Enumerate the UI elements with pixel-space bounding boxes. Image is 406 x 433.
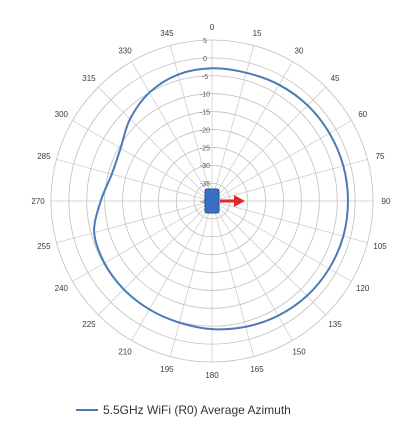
radial-tick-label: -20: [200, 127, 210, 134]
angle-tick-label: 345: [160, 29, 174, 38]
grid-spoke: [131, 61, 213, 202]
radial-tick-label: -10: [200, 92, 210, 99]
grid-spoke: [211, 158, 368, 202]
angle-tick-label: 255: [37, 242, 51, 251]
series-line: [93, 67, 349, 331]
grid-spoke: [131, 200, 213, 341]
grid-spoke: [72, 120, 213, 202]
radial-tick-label: -15: [200, 110, 210, 117]
grid-spoke: [211, 120, 352, 202]
angle-tick-label: 315: [82, 74, 96, 83]
angle-tick-label: 15: [253, 29, 262, 38]
grid-spoke: [56, 200, 213, 244]
grid-spoke: [211, 200, 255, 357]
angle-tick-label: 105: [373, 242, 387, 251]
angle-tick-label: 270: [31, 197, 45, 206]
grid-spoke: [169, 200, 213, 357]
grid-spoke: [72, 200, 213, 282]
device-marker: [204, 188, 220, 214]
grid-spoke: [211, 200, 327, 316]
angle-tick-label: 165: [250, 365, 264, 374]
grid-spoke: [56, 158, 213, 202]
legend-label: 5.5GHz WiFi (R0) Average Azimuth: [103, 403, 291, 417]
grid-spoke: [211, 86, 327, 202]
angle-tick-label: 180: [205, 371, 219, 380]
angle-tick-label: 120: [356, 284, 370, 293]
angle-tick-label: 60: [358, 110, 367, 119]
polar-labels: 0 15 30 45 60 75 90 105 120 135 150 165 180 195 210 225…: [31, 23, 391, 380]
angle-tick-label: 45: [331, 74, 340, 83]
radial-tick-label: -25: [200, 145, 210, 152]
grid-spoke: [211, 200, 352, 282]
grid-spoke: [211, 45, 255, 202]
grid-spoke: [211, 200, 368, 244]
grid-spoke: [169, 45, 213, 202]
direction-arrow-icon: [234, 195, 245, 207]
angle-tick-label: 75: [376, 152, 385, 161]
series-layer: [93, 67, 349, 331]
angle-tick-label: 225: [82, 320, 96, 329]
radial-tick-label: 0: [203, 56, 207, 63]
angle-tick-label: 150: [292, 348, 306, 357]
angle-tick-label: 195: [160, 365, 174, 374]
grid-spoke: [97, 86, 213, 202]
legend: 5.5GHz WiFi (R0) Average Azimuth: [76, 402, 291, 418]
radial-tick-label: -5: [202, 74, 208, 81]
angle-tick-label: 90: [382, 197, 391, 206]
angle-tick-label: 300: [55, 110, 69, 119]
angle-tick-label: 240: [55, 284, 69, 293]
angle-tick-label: 0: [210, 23, 215, 32]
angle-tick-label: 210: [118, 348, 132, 357]
device-marker-layer: [204, 188, 245, 214]
legend-swatch: [76, 409, 98, 411]
radial-tick-label: -30: [200, 163, 210, 170]
radial-tick-label: -35: [200, 181, 210, 188]
grid-spoke: [211, 200, 293, 341]
grid-spoke: [97, 200, 213, 316]
angle-tick-label: 330: [118, 46, 132, 55]
angle-tick-label: 285: [37, 152, 51, 161]
angle-tick-label: 135: [328, 320, 342, 329]
radial-tick-label: 5: [203, 38, 207, 45]
angle-tick-label: 30: [295, 46, 304, 55]
